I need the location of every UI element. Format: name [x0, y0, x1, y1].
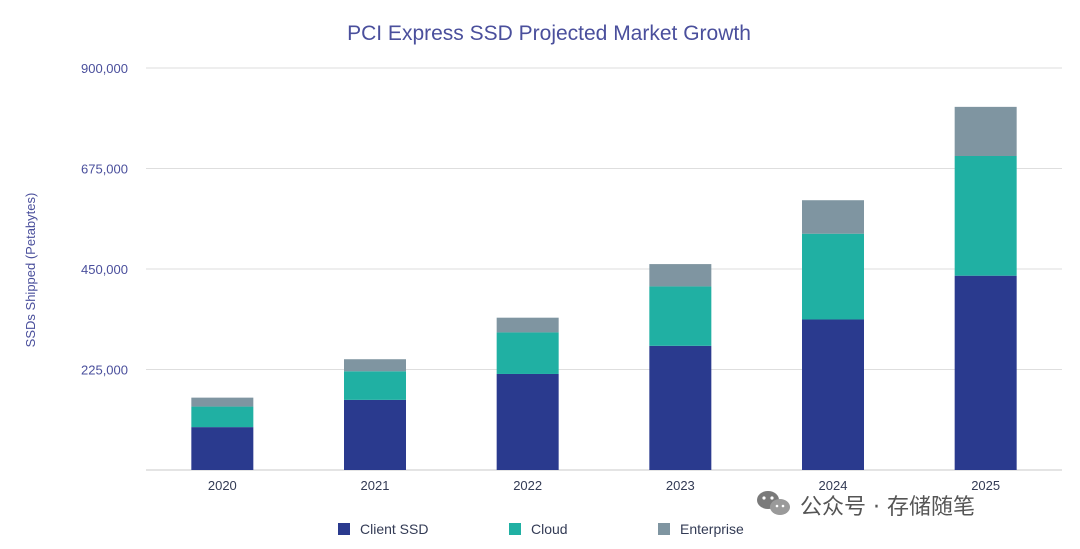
x-tick-label: 2020	[208, 478, 237, 493]
bar-segment	[496, 373, 559, 470]
watermark: 公众号 · 存储随笔	[757, 491, 975, 520]
gridlines	[146, 67, 1062, 471]
x-tick-labels: 2020 2021 2022 2023 2024 2025	[208, 478, 1000, 493]
legend: Client SSD Cloud Enterprise	[338, 521, 744, 537]
y-tick-label: 675,000	[81, 162, 128, 177]
y-tick-labels: 225,000 450,000 675,000 900,000	[81, 61, 128, 378]
bar-segment	[191, 427, 254, 470]
bar-segment	[802, 233, 864, 320]
x-tick-label: 2024	[819, 478, 848, 493]
bar-segment	[649, 345, 712, 470]
bar-segment	[344, 371, 406, 400]
x-tick-label: 2023	[666, 478, 695, 493]
bar-segment	[802, 319, 864, 470]
x-tick-label: 2021	[361, 478, 390, 493]
bars	[191, 106, 1017, 470]
bar-segment	[191, 397, 254, 407]
chart-title: PCI Express SSD Projected Market Growth	[347, 22, 751, 45]
y-tick-label: 225,000	[81, 363, 128, 378]
bar-segment	[649, 286, 712, 346]
bar-segment	[954, 106, 1017, 156]
x-tick-label: 2025	[971, 478, 1000, 493]
watermark-text: 公众号 · 存储随笔	[800, 495, 975, 520]
bar-segment	[496, 332, 559, 374]
y-tick-label: 900,000	[81, 61, 128, 76]
legend-label: Client SSD	[360, 521, 428, 537]
legend-swatch	[509, 523, 521, 535]
legend-swatch	[658, 523, 670, 535]
y-axis-label: SSDs Shipped (Petabytes)	[23, 193, 38, 348]
bar-segment	[344, 399, 406, 470]
bar-segment	[649, 264, 712, 287]
x-tick-label: 2022	[513, 478, 542, 493]
bar-segment	[496, 317, 559, 333]
wechat-icon	[757, 491, 790, 515]
legend-label: Cloud	[531, 521, 568, 537]
y-tick-label: 450,000	[81, 262, 128, 277]
bar-segment	[191, 406, 254, 428]
bar-segment	[344, 359, 406, 372]
legend-swatch	[338, 523, 350, 535]
bar-segment	[802, 200, 864, 234]
legend-label: Enterprise	[680, 521, 744, 537]
bar-segment	[954, 275, 1017, 470]
bar-segment	[954, 155, 1017, 276]
